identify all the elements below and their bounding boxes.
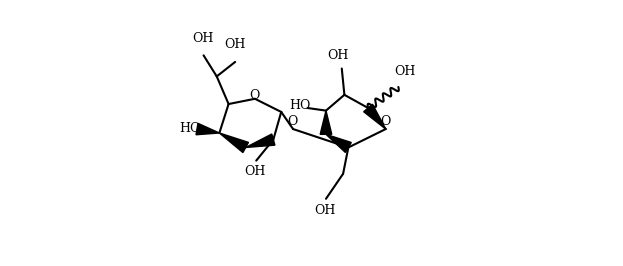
Polygon shape (326, 134, 351, 152)
Text: OH: OH (244, 165, 265, 178)
Text: O: O (381, 115, 391, 128)
Text: OH: OH (327, 49, 348, 62)
Polygon shape (364, 104, 386, 129)
Polygon shape (320, 111, 332, 134)
Text: O: O (287, 115, 298, 128)
Text: OH: OH (394, 65, 416, 78)
Polygon shape (196, 123, 219, 135)
Text: OH: OH (224, 38, 245, 51)
Text: HO: HO (290, 99, 311, 112)
Polygon shape (245, 134, 275, 147)
Text: HO: HO (179, 122, 201, 135)
Polygon shape (219, 133, 249, 153)
Text: OH: OH (193, 32, 214, 45)
Text: O: O (249, 89, 259, 102)
Text: OH: OH (314, 204, 335, 217)
